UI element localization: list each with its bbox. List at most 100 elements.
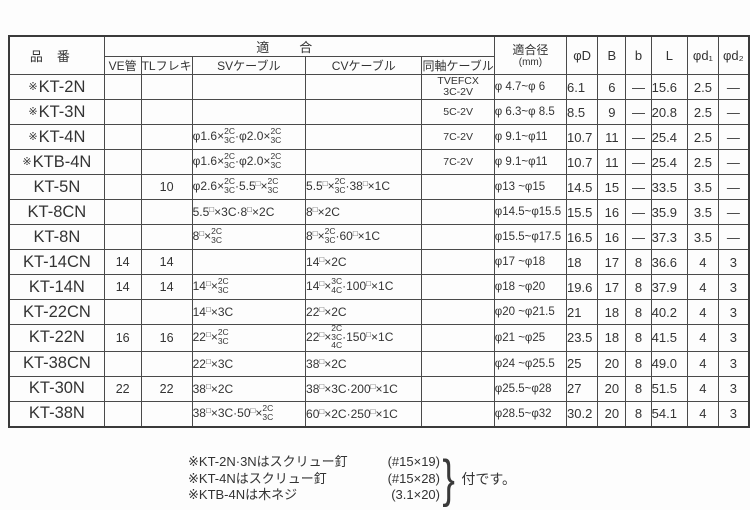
cell-d1: 4	[687, 249, 719, 275]
cell-cv: 14□×2C	[305, 249, 423, 275]
square-mm2-symbol: □	[205, 330, 211, 340]
cell-cv: 22□× 2C 3C 4C ·150□×1C	[305, 324, 423, 352]
square-mm2-symbol: □	[319, 279, 325, 289]
square-mm2-symbol: □	[370, 406, 376, 416]
stacked-conductor-spec: 3C 4C	[331, 276, 343, 295]
square-mm2-symbol: □	[312, 205, 318, 214]
cell-tl	[140, 400, 193, 428]
cell-B: 20	[597, 375, 627, 402]
cell-d1: 4	[687, 299, 719, 325]
spec-table: 品番 適合 適合径 (mm) φD B b L φd₁ φd₂ VE管 TLフレ…	[8, 35, 750, 428]
footnote-line: ※KT-2N·3Nはスクリュー釘 (#15×19)	[188, 454, 440, 471]
cell-coax	[421, 350, 495, 377]
fit-diameter-label: 適合径	[512, 42, 549, 57]
brace-glyph: }	[442, 449, 455, 508]
square-mm2-symbol: □	[247, 205, 253, 214]
cell-dia: φ 4.7~φ 6	[493, 74, 568, 100]
cell-b: 8	[625, 299, 652, 325]
cell-d1: 2.5	[687, 99, 719, 125]
col-header-cv-cable: CVケーブル	[305, 56, 423, 75]
cell-B: 20	[597, 400, 627, 428]
cell-sv: φ1.6× 2C 3C ·φ2.0× 2C 3C	[191, 149, 307, 175]
cell-d2: —	[717, 124, 750, 150]
footnote-size: (#15×28)	[387, 470, 440, 486]
cell-dia: φ21 ~φ25	[493, 324, 568, 352]
cell-d2: —	[717, 74, 750, 100]
square-mm2-symbol: □	[312, 229, 318, 239]
cell-phiD: 10.7	[566, 149, 599, 175]
cell-b: —	[625, 199, 652, 225]
cell-L: 49.0	[650, 350, 689, 377]
cell-phiD: 18	[566, 249, 599, 275]
square-mm2-symbol: □	[205, 406, 211, 416]
cell-b: 8	[625, 324, 652, 352]
cell-tl	[140, 124, 193, 150]
cell-phiD: 14.5	[566, 174, 599, 200]
cell-d1: 3.5	[687, 199, 719, 225]
cell-b: —	[625, 224, 652, 250]
cell-b: 8	[625, 249, 652, 275]
col-header-tl-flex: TLフレキ	[140, 56, 193, 75]
table-row: KT-22CN 14□×3C 22□×2C φ20 ~φ21.5 21 18 8 40.2 4 3	[8, 299, 750, 325]
cell-tl	[140, 350, 193, 377]
col-header-phid1: φd₁	[687, 35, 719, 75]
footnote-suffix: 付です。	[461, 470, 516, 487]
cell-tl: 10	[140, 174, 193, 200]
cell-tl	[140, 149, 193, 175]
col-header-coax-cable: 同軸ケーブル	[421, 56, 495, 75]
cell-cv	[305, 149, 423, 175]
cell-tl: 14	[140, 274, 193, 300]
cell-name: ※KT-3N	[8, 99, 105, 125]
cell-d2: 3	[717, 299, 750, 325]
cell-sv: 22□×3C	[191, 350, 307, 377]
cell-dia: φ20 ~φ21.5	[493, 299, 568, 325]
cell-tl	[140, 99, 193, 125]
table-row: KT-8N 8□× 2C 3C 8□× 2C 3C ·60□×1C φ15.5~φ17.5 16.…	[8, 224, 750, 250]
square-mm2-symbol: □	[366, 330, 372, 340]
cell-b: —	[625, 124, 652, 150]
cell-L: 25.4	[650, 124, 689, 150]
cell-sv: 22□× 2C 3C	[191, 324, 307, 352]
cell-d1: 3.5	[687, 174, 719, 200]
stacked-conductor-spec: 2C 3C	[270, 126, 282, 145]
table-row: ※KT-2N TVEFCX 3C-2V φ 4.7~φ 6 6.1 6—15.6 2.5—	[8, 74, 750, 100]
cell-L: 51.5	[650, 375, 689, 402]
cell-d2: —	[717, 199, 750, 225]
cell-B: 16	[597, 199, 627, 225]
cell-B: 6	[597, 74, 627, 100]
footnote-line: ※KTB-4Nは木ネジ (3.1×20)	[188, 487, 440, 504]
reference-mark-icon: ※	[28, 80, 38, 93]
cell-coax: 7C-2V	[421, 124, 495, 150]
reference-mark-icon: ※	[28, 130, 38, 143]
cell-phiD: 16.5	[566, 224, 599, 250]
cell-name: KT-8N	[8, 224, 105, 250]
square-mm2-symbol: □	[205, 305, 211, 314]
square-mm2-symbol: □	[319, 356, 325, 366]
cell-sv: φ1.6× 2C 3C ·φ2.0× 2C 3C	[191, 124, 307, 150]
square-mm2-symbol: □	[250, 406, 256, 416]
cell-name: KT-22N	[8, 324, 105, 352]
cell-dia: φ18 ~φ20	[493, 274, 568, 300]
stacked-conductor-spec: 2C 3C	[211, 226, 223, 245]
cell-phiD: 8.5	[566, 99, 599, 125]
cell-B: 15	[597, 174, 627, 200]
cell-B: 17	[597, 249, 627, 275]
square-mm2-symbol: □	[319, 330, 325, 340]
table-row: ※KT-3N 5C-2V φ 6.3~φ 8.5 8.5 9—20.8 2.5—	[8, 99, 750, 125]
cell-cv: 38□×3C·200□×1C	[305, 375, 423, 402]
cell-d1: 2.5	[687, 149, 719, 175]
header-row-1: 品番 適合 適合径 (mm) φD B b L φd₁ φd₂	[8, 35, 750, 75]
cell-cv	[305, 74, 423, 100]
col-header-phid2: φd₂	[717, 35, 750, 75]
cell-ve	[103, 174, 142, 200]
cell-tl: 22	[140, 375, 193, 402]
cell-ve	[103, 74, 142, 100]
cell-dia: φ28.5~φ32	[493, 400, 568, 428]
cell-name: KT-8CN	[8, 199, 105, 225]
cell-cv: 38□×2C	[305, 350, 423, 377]
square-mm2-symbol: □	[319, 305, 325, 314]
table-row: ※KT-4N φ1.6× 2C 3C ·φ2.0× 2C 3C 7C-2V φ 9.1~φ11 1…	[8, 124, 750, 150]
cell-ve	[103, 124, 142, 150]
cell-d2: 3	[717, 274, 750, 300]
cell-d1: 4	[687, 274, 719, 300]
